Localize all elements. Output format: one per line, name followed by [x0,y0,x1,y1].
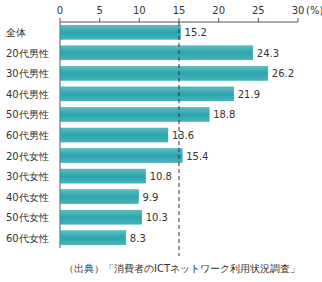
x-tick [179,18,180,22]
x-tick-label: 5 [96,5,102,16]
data-label: 8.3 [130,233,146,244]
bar [60,210,142,224]
x-tick-label: 10 [133,5,146,16]
category-label: 40代女性 [6,192,49,203]
bars [60,25,268,244]
x-tick [60,18,61,22]
bar [60,46,253,60]
data-label: 15.4 [186,151,208,162]
category-label: 60代男性 [6,130,49,141]
bar [60,128,168,142]
category-label: 30代男性 [6,68,49,79]
bar [60,25,181,39]
data-label: 26.2 [272,68,294,79]
data-label: 24.3 [257,48,279,59]
x-tick-label: 0 [57,5,63,16]
bar [60,169,146,183]
x-tick [298,18,299,22]
bar [60,87,234,101]
x-tick [99,18,100,22]
category-label: 40代男性 [6,89,49,100]
x-tick [258,18,259,22]
category-label: 20代女性 [6,151,49,162]
category-label: 20代男性 [6,48,49,59]
category-label: 50代男性 [6,109,49,120]
source-note: （出典）「消費者のICTネットワーク利用状況調査」 [64,263,300,274]
category-label: 60代女性 [6,233,49,244]
x-tick-label: 25 [252,5,265,16]
data-label: 9.9 [143,192,159,203]
data-label: 15.2 [185,27,207,38]
data-label: 18.8 [213,109,235,120]
data-label: 21.9 [238,89,260,100]
data-label: 13.6 [172,130,194,141]
chart-root: 0 5 10 15 20 25 30(%) 全体 15.2 20代男性 24.3 30代男性 26.2 4… [0,0,322,282]
category-label: 30代女性 [6,171,49,182]
x-tick [218,18,219,22]
x-tick-label: 15 [173,5,186,16]
bar [60,107,209,121]
data-label: 10.8 [150,171,172,182]
x-tick-label: 30 [292,5,305,16]
bar [60,66,268,80]
bar [60,231,126,245]
category-label: 全体 [6,27,26,38]
x-tick-label: 20 [212,5,225,16]
bar [60,190,139,204]
chart: 0 5 10 15 20 25 30(%) 全体 15.2 20代男性 24.3 30代男性 26.2 4… [0,0,322,282]
data-label: 10.3 [146,212,168,223]
reference-line [179,22,180,256]
x-axis-label: (%) [306,5,322,16]
x-tick [139,18,140,22]
category-label: 50代女性 [6,212,49,223]
bar [60,149,182,163]
